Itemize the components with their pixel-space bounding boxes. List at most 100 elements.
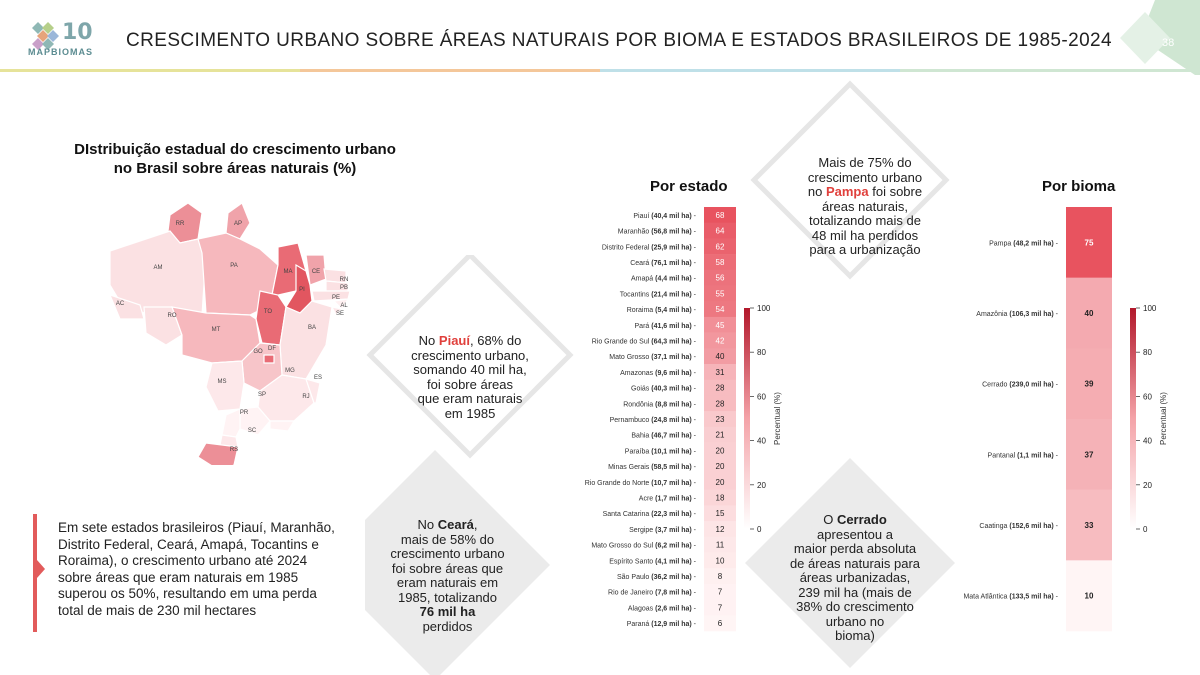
row-area: (152,6 mil ha) <box>1009 523 1053 530</box>
heatmap-cell <box>1066 277 1112 349</box>
row-name: Mato Grosso do Sul <box>591 543 655 550</box>
header-rule-2 <box>300 69 600 72</box>
row-dash: - <box>692 338 697 345</box>
colorbar-label: Percentual (%) <box>773 392 782 445</box>
map-label-pi: PI <box>299 287 305 293</box>
heatmap-cell <box>1066 489 1112 561</box>
heatmap-cell <box>704 536 736 553</box>
row-area: (48,2 mil ha) <box>1013 240 1053 247</box>
row-label: Espírito Santo (4,1 mil ha) - <box>609 558 696 565</box>
side-note-bar <box>33 514 37 632</box>
row-dash: - <box>692 448 697 455</box>
row-dash: - <box>692 260 697 267</box>
map-label-pe: PE <box>332 295 340 301</box>
row-area: (37,1 mil ha) <box>651 354 691 361</box>
map-state-es <box>305 378 321 404</box>
map-label-go: GO <box>253 349 263 355</box>
row-label: Pantanal (1,1 mil ha) - <box>988 452 1059 459</box>
row-area: (10,7 mil ha) <box>651 480 691 487</box>
row-dash: - <box>692 401 697 408</box>
row-area: (58,5 mil ha) <box>651 464 691 471</box>
map-label-pr: PR <box>240 410 249 416</box>
row-name: Distrito Federal <box>602 244 651 251</box>
colorbar-tick-label: 100 <box>1143 304 1157 313</box>
heatmap-cell <box>704 301 736 318</box>
map-state-se <box>330 306 344 317</box>
heatmap-row: Tocantins (21,4 mil ha) - 55 <box>620 285 736 302</box>
heatmap-cell <box>1066 207 1112 278</box>
heatmap-row: Pará (41,6 mil ha) - 45 <box>635 316 736 333</box>
heatmap-cell <box>1066 348 1112 420</box>
map-label-mg: MG <box>285 368 295 374</box>
colorbar <box>1130 308 1136 529</box>
row-name: Bahia <box>631 433 651 440</box>
cell-value: 64 <box>716 227 725 236</box>
row-area: (36,2 mil ha) <box>651 574 691 581</box>
row-name: Pará <box>635 323 652 330</box>
row-name: Amazonas <box>620 370 655 377</box>
row-dash: - <box>692 574 697 581</box>
row-dash: - <box>692 621 697 628</box>
row-dash: - <box>692 605 697 612</box>
heatmap-cell <box>704 568 736 585</box>
map-state-mt <box>171 306 261 364</box>
callout-piaui: No Piauí, 68% do crescimento urbano, som… <box>411 333 529 421</box>
row-name: Espírito Santo <box>609 558 655 565</box>
map-label-es: ES <box>314 375 322 381</box>
row-area: (9,6 mil ha) <box>655 370 692 377</box>
chart-title-bioma: Por bioma <box>1042 178 1116 195</box>
row-name: Mato Grosso <box>609 354 651 361</box>
map-state-rj <box>269 420 296 432</box>
row-label: Amapá (4,4 mil ha) - <box>631 276 697 283</box>
map-label-ba: BA <box>308 325 316 331</box>
map-state-labels: RR AP AM PA MA CE RN PB PE AL SE PI AC R… <box>116 221 349 453</box>
heatmap-row: Bahia (46,7 mil ha) - 21 <box>631 426 736 443</box>
row-name: Tocantins <box>620 291 652 298</box>
row-dash: - <box>692 244 697 251</box>
cell-value: 7 <box>718 603 723 612</box>
row-name: Amapá <box>631 276 655 283</box>
heatmap-row: Rio Grande do Norte (10,7 mil ha) - 20 <box>585 473 736 490</box>
colorbar-tick-label: 60 <box>757 392 766 401</box>
heatmap-row: Roraima (5,4 mil ha) - 54 <box>627 301 736 318</box>
row-name: Rio Grande do Norte <box>585 480 652 487</box>
row-dash: - <box>692 543 697 550</box>
heatmap-row: Maranhão (56,8 mil ha) - 64 <box>618 222 736 239</box>
map-label-ac: AC <box>116 301 125 307</box>
row-dash: - <box>692 354 697 361</box>
heatmap-cell <box>704 473 736 490</box>
row-name: Rio de Janeiro <box>608 590 655 597</box>
row-name: Piauí <box>633 213 651 220</box>
row-area: (2,6 mil ha) <box>655 605 692 612</box>
row-label: Rio Grande do Norte (10,7 mil ha) - <box>585 480 697 487</box>
row-label: Mata Atlântica (133,5 mil ha) - <box>963 594 1058 601</box>
heatmap-cell <box>704 332 736 349</box>
map-label-to: TO <box>264 309 273 315</box>
row-label: Amazônia (106,3 mil ha) - <box>976 311 1058 318</box>
row-name: Sergipe <box>629 527 655 534</box>
row-name: Ceará <box>630 260 651 267</box>
row-label: Maranhão (56,8 mil ha) - <box>618 229 697 236</box>
heatmap-row: Mato Grosso (37,1 mil ha) - 40 <box>609 348 736 365</box>
row-area: (56,8 mil ha) <box>651 229 691 236</box>
cell-value: 58 <box>716 258 725 267</box>
colorbar-tick-label: 0 <box>757 525 762 534</box>
heatmap-cell <box>1066 560 1112 632</box>
row-dash: - <box>692 323 697 330</box>
row-name: Maranhão <box>618 229 651 236</box>
row-area: (4,4 mil ha) <box>655 276 692 283</box>
row-name: Paraíba <box>625 448 651 455</box>
map-state-ms <box>205 360 245 412</box>
row-label: Acre (1,7 mil ha) - <box>639 496 697 503</box>
heatmap-row: São Paulo (36,2 mil ha) - 8 <box>617 568 736 585</box>
row-label: Roraima (5,4 mil ha) - <box>627 307 697 314</box>
row-name: Pernambuco <box>610 417 652 424</box>
heatmap-row: Pernambuco (24,8 mil ha) - 23 <box>610 411 736 428</box>
map-label-pa: PA <box>230 263 238 269</box>
heatmap-row: Amazônia (106,3 mil ha) - 40 <box>976 277 1112 349</box>
heatmap-row: Rio de Janeiro (7,8 mil ha) - 7 <box>608 583 736 600</box>
colorbar-tick-label: 40 <box>757 437 766 446</box>
cell-value: 10 <box>716 556 725 565</box>
heatmap-row: Santa Catarina (22,3 mil ha) - 15 <box>603 505 736 522</box>
